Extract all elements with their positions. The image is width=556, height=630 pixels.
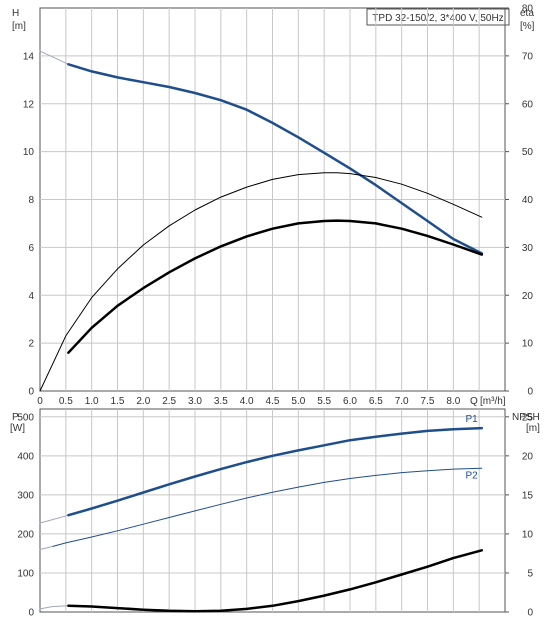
top-series-eta-pump	[39, 172, 483, 392]
x-tick-label: 7.0	[395, 396, 409, 407]
x-tick-label: 7.5	[421, 396, 435, 407]
top-right-tick-label: 30	[522, 243, 534, 254]
bottom-right-axis-unit: [m]	[526, 423, 540, 434]
top-right-tick-label: 80	[522, 4, 534, 15]
bottom-left-axis-unit: [W]	[10, 423, 25, 434]
bottom-series-p2-extension	[39, 545, 54, 550]
top-right-tick-label: 10	[522, 339, 534, 350]
top-right-tick-label: 50	[522, 147, 534, 158]
top-right-tick-label: 70	[522, 51, 534, 62]
x-tick-label: 2.5	[162, 396, 176, 407]
x-tick-label: 0.5	[59, 396, 73, 407]
x-tick-label: 5.0	[291, 396, 305, 407]
x-tick-label: 8.0	[446, 396, 460, 407]
bottom-right-tick-label: 20	[522, 451, 534, 462]
x-tick-label: 6.0	[343, 396, 357, 407]
bottom-left-tick-label: 400	[17, 451, 34, 462]
bottom-right-tick-label: 5	[527, 568, 533, 579]
x-tick-label: 1.5	[111, 396, 125, 407]
top-right-axis-label: eta	[520, 8, 534, 19]
top-left-tick-label: 12	[23, 99, 35, 110]
x-tick-label: 4.0	[240, 396, 254, 407]
top-series-eta-total	[67, 219, 484, 354]
top-left-tick-label: 8	[28, 195, 34, 206]
bottom-series-npsh	[67, 549, 484, 613]
chart-title: TPD 32-150/2, 3*400 V, 50Hz	[372, 13, 503, 24]
bottom-left-tick-label: 0	[28, 608, 34, 619]
bottom-series-npsh-extension	[39, 605, 69, 610]
x-tick-label: 3.0	[188, 396, 202, 407]
top-left-tick-label: 2	[28, 339, 34, 350]
series-label-p1: P1	[466, 414, 479, 425]
x-tick-label: 0	[37, 396, 43, 407]
x-tick-label: 4.5	[266, 396, 280, 407]
x-axis-unit: [m³/h]	[480, 396, 506, 407]
bottom-right-tick-label: 15	[522, 490, 534, 501]
top-left-tick-label: 0	[28, 387, 34, 398]
bottom-right-tick-label: 0	[527, 608, 533, 619]
x-tick-label: 2.0	[136, 396, 150, 407]
x-axis-label: Q	[470, 396, 478, 407]
x-tick-label: 3.5	[214, 396, 228, 407]
bottom-right-axis-label: NPSH	[512, 412, 540, 423]
x-tick-label: 6.5	[369, 396, 383, 407]
bottom-series-p2	[52, 467, 483, 547]
bottom-left-axis-label: P	[12, 412, 19, 423]
top-left-axis-label: H	[12, 8, 19, 19]
top-right-tick-label: 40	[522, 195, 534, 206]
top-right-axis-unit: [%]	[520, 21, 535, 32]
top-left-axis-unit: [m]	[12, 21, 26, 32]
x-tick-label: 1.0	[85, 396, 99, 407]
bottom-left-tick-label: 500	[17, 412, 34, 423]
bottom-series-p1	[67, 426, 484, 517]
top-series-h-curve	[67, 63, 484, 255]
top-left-tick-label: 14	[23, 51, 35, 62]
bottom-left-tick-label: 200	[17, 529, 34, 540]
bottom-chart: 0 100 200 300 400 500 0 5 10 15 20 25 P1 P2	[17, 408, 534, 619]
bottom-right-tick-label: 10	[522, 529, 534, 540]
top-left-tick-label: 10	[23, 147, 35, 158]
bottom-series-p1-extension	[39, 514, 69, 524]
bottom-left-tick-label: 100	[17, 568, 34, 579]
bottom-left-tick-label: 300	[17, 490, 34, 501]
chart-title-box	[366, 8, 510, 26]
top-left-tick-label: 4	[28, 291, 34, 302]
x-tick-label: 5.5	[317, 396, 331, 407]
bottom-right-tick-label: 25	[522, 412, 534, 423]
top-right-tick-label: 20	[522, 291, 534, 302]
top-series-h-curve-extension	[39, 50, 69, 65]
top-chart: 0 2 4 6 8 10 12 14 0 10 20 30 40 50 60 70 80 0 0.5 1.0 1.5 2.…	[23, 4, 534, 408]
top-right-tick-label: 60	[522, 99, 534, 110]
top-right-tick-label: 0	[527, 387, 533, 398]
series-label-p2: P2	[466, 470, 479, 481]
top-left-tick-label: 6	[28, 243, 34, 254]
